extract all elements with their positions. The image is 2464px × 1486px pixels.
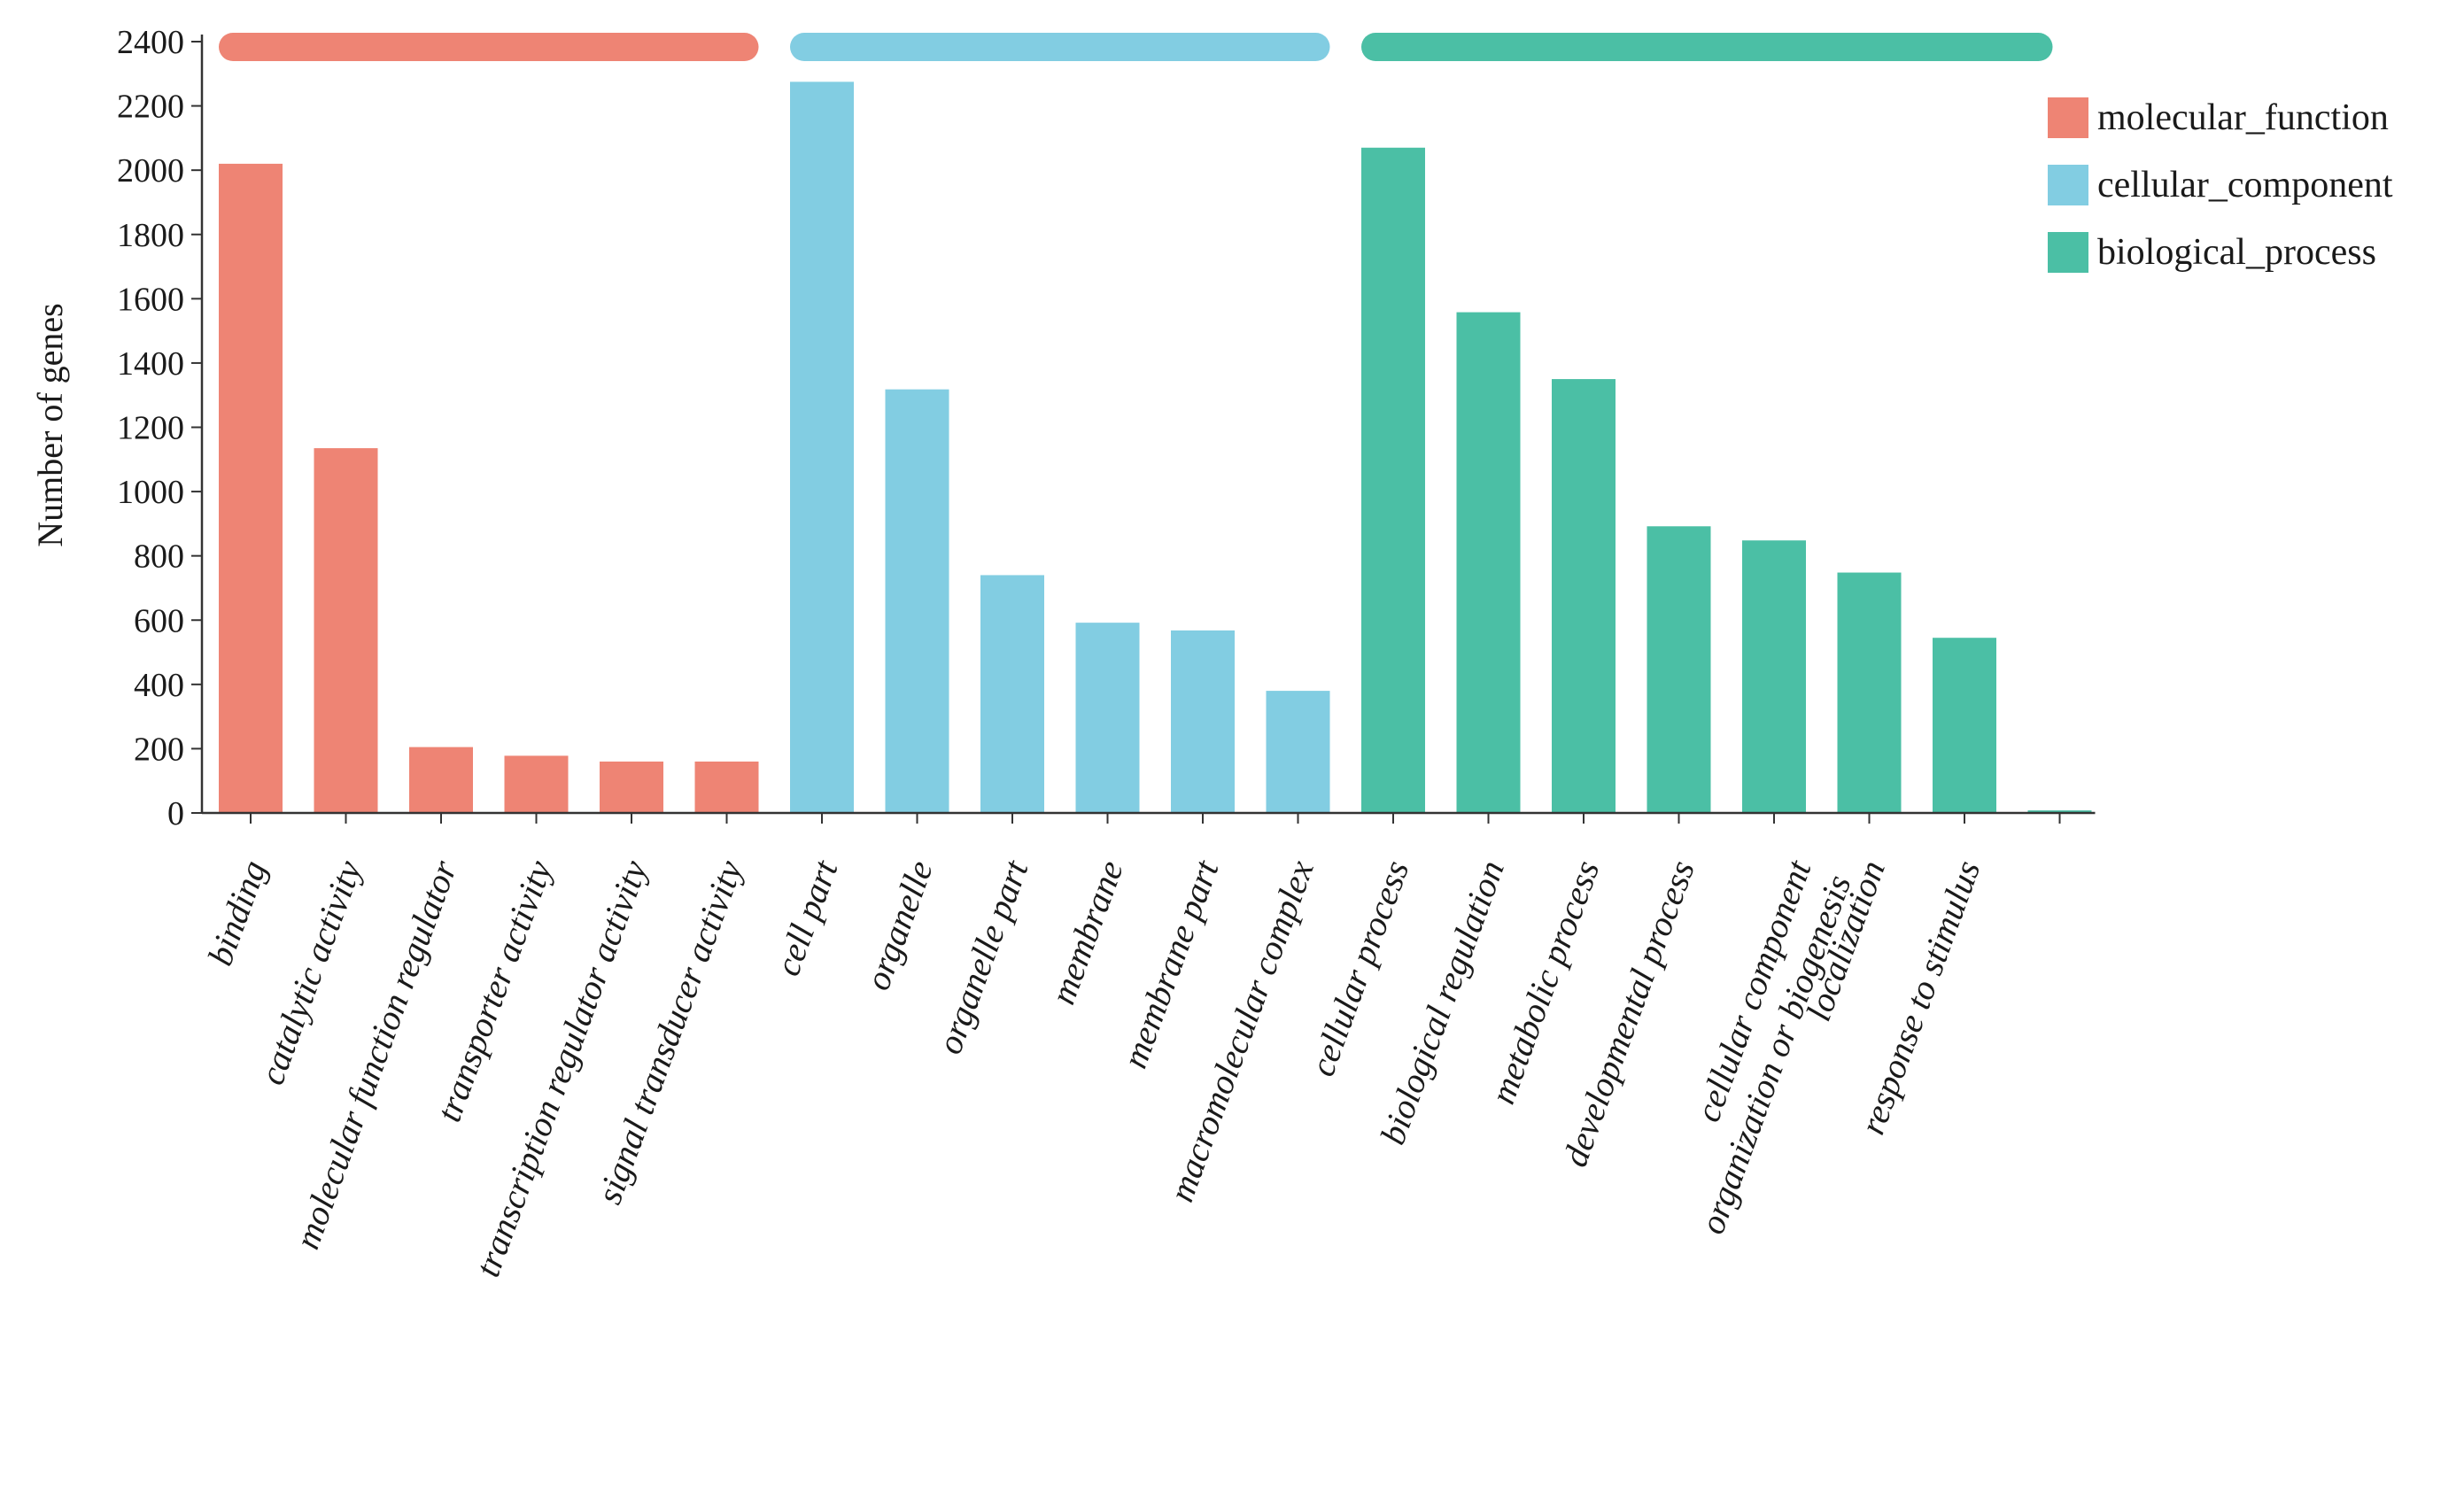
bar-binding bbox=[219, 163, 283, 814]
bar-metabolic-process bbox=[1552, 379, 1616, 813]
bar-cell-part bbox=[790, 81, 854, 814]
legend-swatch-molecular-function bbox=[2048, 97, 2088, 138]
category-label: cellular process bbox=[1302, 855, 1417, 1081]
category-label: organelle part bbox=[929, 855, 1036, 1059]
bar-response-to-stimulus bbox=[1933, 638, 1996, 813]
bars bbox=[219, 81, 2092, 814]
legend-swatch-cellular-component bbox=[2048, 165, 2088, 205]
bar-organelle-part bbox=[980, 575, 1044, 813]
y-tick-label: 2200 bbox=[117, 89, 184, 126]
legend-label: biological_process bbox=[2097, 232, 2376, 273]
bar-membrane bbox=[1075, 623, 1140, 813]
group-band-biological-process bbox=[1361, 33, 2053, 61]
bar-molecular-function-regulator bbox=[409, 747, 473, 813]
bar-catalytic-activity bbox=[314, 448, 378, 813]
y-tick-label: 200 bbox=[134, 731, 184, 768]
bar-transporter-activity bbox=[504, 755, 569, 813]
y-axis: 0 200 400 600 800 1000 1200 1400 1600 1800 2000 220… bbox=[117, 24, 204, 832]
y-tick-label: 1200 bbox=[117, 410, 184, 447]
bar-macromolecular-complex bbox=[1266, 691, 1330, 813]
bar-cellular-process bbox=[1361, 147, 1425, 813]
y-tick-label: 400 bbox=[134, 667, 184, 704]
group-bands bbox=[219, 33, 2053, 61]
y-tick-label: 2000 bbox=[117, 152, 184, 190]
bar-biological-regulation bbox=[1456, 312, 1521, 814]
y-tick-label: 2400 bbox=[117, 24, 184, 61]
y-axis-title: Number of genes bbox=[30, 303, 70, 546]
group-band-molecular-function bbox=[219, 33, 759, 61]
y-tick-label: 0 bbox=[167, 795, 184, 832]
legend-label: cellular_component bbox=[2097, 165, 2393, 205]
bar-transcription-regulator-activity bbox=[600, 761, 663, 813]
bar-empty bbox=[2027, 810, 2092, 813]
legend-swatch-biological-process bbox=[2048, 232, 2088, 273]
bar-organelle bbox=[885, 389, 949, 813]
legend-label: molecular_function bbox=[2097, 97, 2389, 138]
bar-membrane-part bbox=[1171, 630, 1235, 813]
y-tick-label: 600 bbox=[134, 602, 184, 639]
category-label: catalytic activity bbox=[252, 855, 369, 1089]
category-label: binding bbox=[199, 855, 274, 971]
y-tick-label: 1600 bbox=[117, 281, 184, 318]
y-tick-label: 1800 bbox=[117, 217, 184, 254]
y-tick-label: 1000 bbox=[117, 474, 184, 511]
bar-localization bbox=[1837, 572, 1902, 813]
legend: molecular_function cellular_componentbiol… bbox=[2048, 97, 2393, 273]
y-tick-label: 800 bbox=[134, 538, 184, 576]
category-label: organelle bbox=[857, 855, 941, 995]
category-label: transcription regulator activity bbox=[467, 855, 655, 1281]
x-axis bbox=[202, 811, 2096, 824]
category-label: membrane part bbox=[1114, 855, 1227, 1073]
group-band-cellular-component bbox=[790, 33, 1330, 61]
bar-cellular-component-organization-or-biogenesis bbox=[1742, 540, 1806, 813]
bar-signal-transducer-activity bbox=[694, 761, 759, 813]
bar-developmental-process bbox=[1647, 526, 1711, 813]
category-label: cell part bbox=[767, 855, 846, 981]
y-tick-label: 1400 bbox=[117, 345, 184, 383]
category-label: membrane bbox=[1042, 855, 1131, 1010]
